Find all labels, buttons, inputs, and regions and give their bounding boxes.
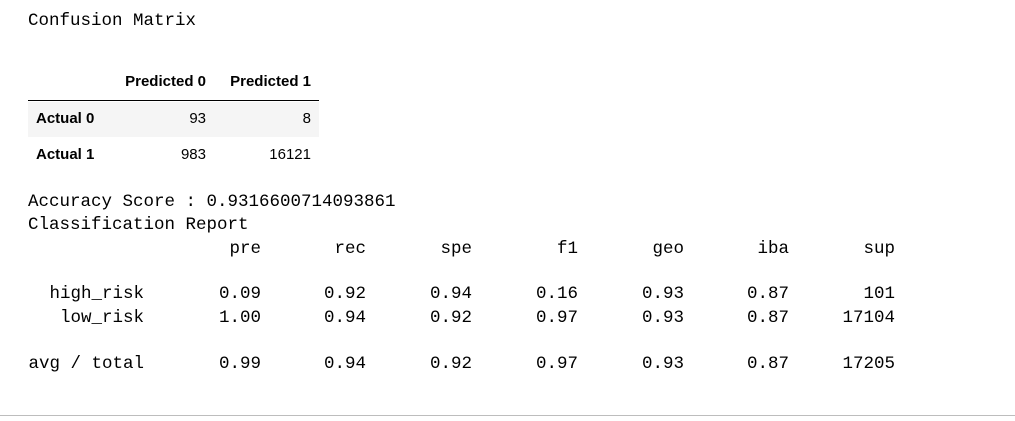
cell-value: 16121	[269, 146, 311, 163]
report-value: 0.87	[746, 354, 789, 374]
report-column: iba	[757, 239, 789, 259]
report-column: sup	[863, 239, 895, 259]
report-value: 0.16	[535, 284, 578, 304]
report-value: 0.97	[535, 308, 578, 328]
report-value: 0.94	[323, 308, 366, 328]
report-value: 0.92	[429, 308, 472, 328]
row-stripe	[28, 102, 319, 137]
report-value: 0.94	[429, 284, 472, 304]
row-header: Actual 1	[36, 146, 95, 163]
report-label: avg / total	[28, 354, 144, 374]
report-value: 1.00	[218, 308, 261, 328]
cell-value: 8	[302, 110, 311, 127]
accuracy-line: Accuracy Score : 0.9316600714093861	[28, 192, 396, 212]
report-column: geo	[652, 239, 684, 259]
report-value: 0.93	[641, 354, 684, 374]
report-value: 0.94	[323, 354, 366, 374]
heading: Confusion Matrix	[28, 11, 197, 31]
report-value: 0.97	[535, 354, 578, 374]
report-column: f1	[556, 239, 578, 259]
report-value: 0.93	[641, 284, 684, 304]
report-column: rec	[334, 239, 366, 259]
column-header: Predicted 0	[125, 73, 206, 90]
report-value: 0.87	[746, 284, 789, 304]
report-column: spe	[440, 239, 472, 259]
row-header: Actual 0	[36, 110, 95, 127]
report-label: high_risk	[49, 284, 144, 304]
report-value: 0.09	[218, 284, 261, 304]
report-value: 0.87	[746, 308, 789, 328]
report-column: pre	[229, 239, 261, 259]
report-value: 0.93	[641, 308, 684, 328]
report-value: 0.92	[429, 354, 472, 374]
header-rule	[28, 100, 319, 101]
report-title: Classification Report	[28, 215, 249, 235]
cell-value: 93	[189, 110, 206, 127]
report-value: 17104	[842, 308, 895, 328]
cell-separator	[0, 415, 1015, 416]
report-value: 101	[863, 284, 895, 304]
report-label: low_risk	[59, 308, 144, 328]
column-header: Predicted 1	[230, 73, 311, 90]
report-value: 17205	[842, 354, 895, 374]
report-value: 0.99	[218, 354, 261, 374]
report-value: 0.92	[323, 284, 366, 304]
cell-value: 983	[180, 146, 206, 163]
